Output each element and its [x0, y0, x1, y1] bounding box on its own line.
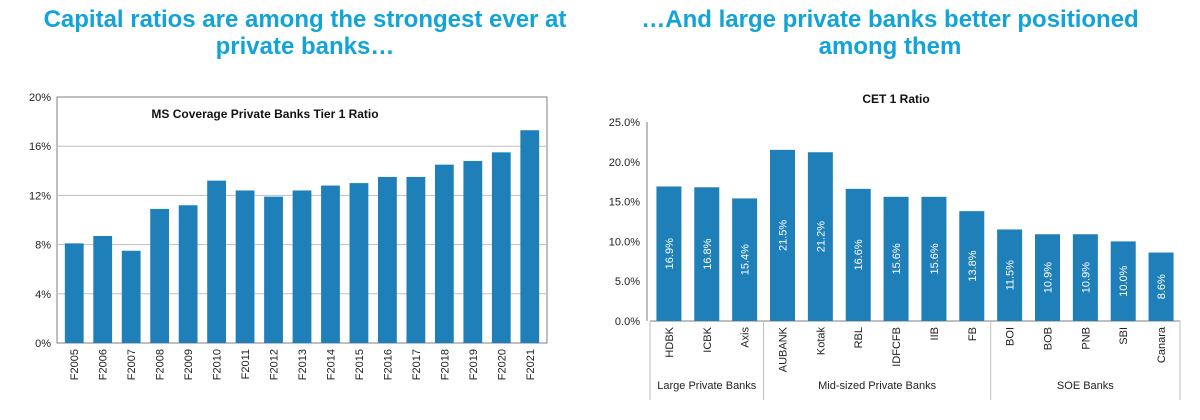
left-panel-title: Capital ratios are among the strongest e… — [43, 6, 567, 60]
y-tick-label: 16% — [29, 141, 51, 153]
x-tick-label: SBI — [1118, 327, 1130, 345]
x-tick-label: FB — [967, 327, 979, 341]
y-tick-label: 10.0% — [609, 236, 640, 248]
bar — [121, 250, 141, 343]
x-tick-label: F2018 — [439, 349, 451, 380]
bar — [463, 160, 483, 343]
bar — [656, 186, 682, 321]
bar — [1035, 234, 1060, 321]
bar-data-label: 10.9% — [1043, 262, 1055, 293]
x-tick-label: F2006 — [98, 349, 110, 380]
y-tick-label: 0% — [35, 338, 51, 350]
bar — [883, 196, 909, 321]
bar — [1072, 234, 1098, 321]
x-tick-label: F2017 — [411, 349, 423, 380]
x-tick-label: ICBK — [702, 326, 714, 352]
bar — [434, 164, 454, 343]
x-tick-label: Canara — [1156, 326, 1168, 363]
bar-data-label: 16.8% — [702, 238, 714, 269]
bar — [770, 149, 795, 321]
x-tick-label: F2016 — [382, 349, 394, 380]
bar-data-label: 10.9% — [1080, 262, 1092, 293]
chart-title: MS Coverage Private Banks Tier 1 Ratio — [151, 107, 378, 121]
x-tick-label: AUBANK — [778, 326, 790, 372]
bar-data-label: 21.2% — [815, 221, 827, 252]
x-tick-label: F2007 — [126, 349, 138, 380]
bar — [1148, 252, 1174, 321]
bar-data-label: 15.4% — [740, 244, 752, 275]
bar — [997, 229, 1023, 321]
bar-data-label: 11.5% — [1005, 260, 1017, 291]
bar — [64, 243, 84, 343]
x-tick-label: F2009 — [183, 349, 195, 380]
bar — [150, 208, 170, 343]
x-tick-label: F2010 — [212, 349, 224, 380]
bar — [264, 196, 283, 343]
y-tick-label: 4% — [35, 289, 51, 301]
tier1-ratio-chart: 0% 4% 8% 12% 16% 20% MS Coverage Private Banks… — [29, 92, 548, 380]
y-tick-label: 20% — [29, 92, 51, 104]
x-tick-label: F2011 — [240, 349, 252, 379]
bar — [1110, 241, 1136, 321]
bar — [93, 235, 113, 343]
y-tick-label: 8% — [35, 240, 51, 252]
x-tick-label: F2020 — [496, 349, 508, 380]
group-label: Large Private Banks — [657, 380, 757, 392]
bar-data-label: 13.8% — [967, 250, 979, 281]
y-tick-label: 5.0% — [615, 276, 640, 288]
bar — [959, 211, 985, 321]
y-tick-label: 12% — [29, 190, 51, 202]
bar — [292, 190, 312, 343]
x-tick-label: Kotak — [815, 327, 827, 356]
x-tick-label: F2008 — [155, 349, 167, 380]
bar — [321, 185, 340, 343]
bar — [207, 180, 226, 343]
x-tick-label: F2015 — [354, 349, 366, 380]
x-tick-label: F2019 — [468, 349, 480, 380]
x-tick-label: IIB — [929, 327, 941, 340]
x-tick-label: F2005 — [69, 349, 81, 380]
x-tick-label: BOI — [1005, 327, 1017, 346]
x-tick-label: F2021 — [525, 349, 537, 380]
group-label: Mid-sized Private Banks — [818, 380, 936, 392]
x-tick-label: IDFCFB — [891, 327, 903, 367]
y-tick-label: 15.0% — [609, 197, 640, 209]
y-tick-label: 25.0% — [609, 117, 640, 129]
bar-data-label: 16.6% — [853, 239, 865, 270]
bar — [921, 196, 947, 321]
group-label: SOE Banks — [1057, 380, 1114, 392]
x-tick-label: F2013 — [297, 349, 309, 380]
bar — [406, 176, 426, 343]
x-tick-label: Axis — [740, 327, 752, 348]
x-tick-label: F2014 — [325, 349, 337, 380]
y-tick-label: 0.0% — [615, 316, 640, 328]
bar-data-label: 15.6% — [891, 243, 903, 274]
bar — [520, 130, 540, 343]
bar — [491, 152, 511, 343]
bar — [732, 198, 758, 321]
bar — [378, 176, 397, 343]
x-tick-label: BOB — [1043, 327, 1055, 350]
bar-data-label: 16.9% — [664, 238, 676, 269]
bar-data-label: 10.0% — [1118, 265, 1130, 296]
bar-data-label: 8.6% — [1156, 274, 1168, 299]
x-tick-label: HDBK — [664, 326, 676, 357]
bar — [178, 205, 198, 343]
bar — [807, 152, 833, 321]
bar-data-label: 21.5% — [778, 220, 790, 251]
x-tick-label: RBL — [853, 327, 865, 348]
bar — [845, 188, 871, 321]
y-tick-label: 20.0% — [609, 157, 640, 169]
x-tick-label: PNB — [1080, 327, 1092, 350]
bar — [235, 190, 255, 343]
bar — [349, 183, 369, 343]
bar-data-label: 15.6% — [929, 243, 941, 274]
chart-title: CET 1 Ratio — [862, 92, 929, 106]
right-panel-title: …And large private banks better position… — [641, 6, 1139, 60]
x-tick-label: F2012 — [269, 349, 281, 380]
bar — [694, 187, 720, 321]
